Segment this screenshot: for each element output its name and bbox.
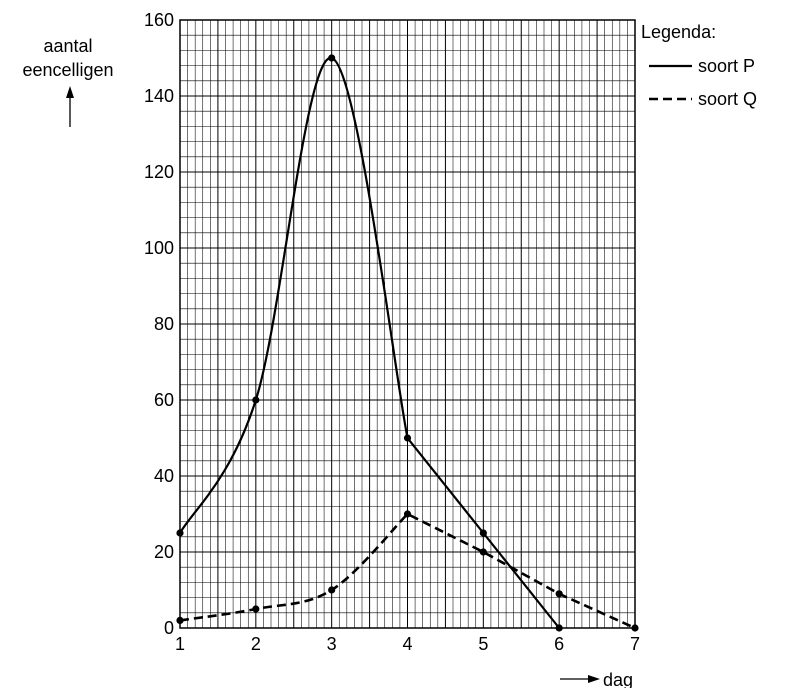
y-tick-label: 0 — [164, 618, 174, 638]
y-tick-labels: 0 20 40 60 80 100 120 140 160 — [144, 10, 174, 638]
data-point-soort-p — [252, 396, 260, 404]
y-axis-label-line2: eencelligen — [22, 60, 113, 80]
y-tick-label: 120 — [144, 162, 174, 182]
data-point-soort-q — [555, 590, 563, 598]
y-tick-label: 60 — [154, 390, 174, 410]
data-point-soort-q — [176, 616, 184, 625]
y-tick-label: 100 — [144, 238, 174, 258]
data-point-soort-p — [555, 624, 563, 632]
x-tick-label: 3 — [327, 634, 337, 654]
x-tick-label: 1 — [175, 634, 185, 654]
x-tick-label: 6 — [554, 634, 564, 654]
data-point-soort-p — [403, 434, 412, 442]
data-point-soort-q — [631, 624, 639, 632]
y-axis-arrow-icon — [66, 86, 74, 127]
legend: Legenda: soort P soort Q — [641, 22, 757, 109]
legend-title: Legenda: — [641, 22, 716, 42]
y-tick-label: 20 — [154, 542, 174, 562]
y-tick-label: 80 — [154, 314, 174, 334]
series-line-soort-q — [179, 512, 636, 630]
legend-entry-soort-p: soort P — [698, 56, 755, 76]
data-point-soort-q — [252, 605, 260, 613]
x-tick-label: 7 — [630, 634, 640, 654]
data-point-soort-p — [328, 54, 336, 62]
x-axis-label: dag — [603, 670, 633, 688]
x-tick-label: 4 — [402, 634, 412, 654]
data-point-soort-q — [328, 586, 336, 594]
data-point-soort-q — [479, 548, 487, 556]
y-axis-label-line1: aantal — [43, 36, 92, 56]
markers — [176, 54, 639, 632]
plot-frame — [179, 19, 636, 629]
y-tick-label: 40 — [154, 466, 174, 486]
legend-entry-soort-q: soort Q — [698, 89, 757, 109]
y-tick-label: 160 — [144, 10, 174, 30]
x-tick-labels: 1 2 3 4 5 6 7 — [175, 634, 640, 654]
series-line-soort-p — [179, 56, 561, 629]
x-tick-label: 2 — [251, 634, 261, 654]
curves — [179, 56, 636, 630]
data-point-soort-p — [479, 529, 487, 537]
x-axis-arrow-icon — [560, 675, 600, 683]
data-point-soort-p — [176, 529, 184, 537]
x-tick-label: 5 — [478, 634, 488, 654]
data-point-soort-q — [403, 510, 412, 518]
grid-major — [180, 20, 635, 628]
y-tick-label: 140 — [144, 86, 174, 106]
